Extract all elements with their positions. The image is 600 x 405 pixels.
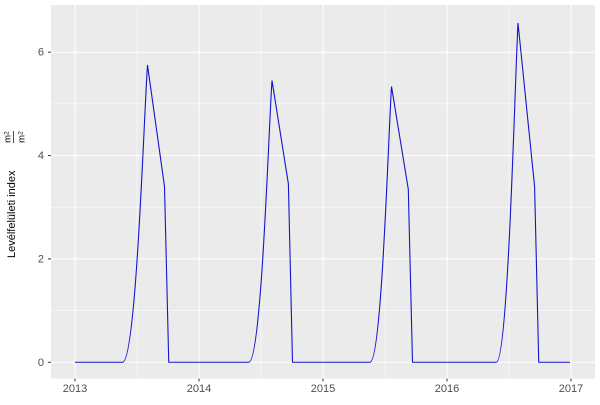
svg-text:m2: m2 xyxy=(17,131,28,143)
svg-text:Levélfelületi index: Levélfelületi index xyxy=(6,170,18,258)
svg-text:2013: 2013 xyxy=(63,383,87,395)
svg-text:6: 6 xyxy=(38,47,44,59)
svg-text:m2: m2 xyxy=(3,131,14,143)
svg-text:2017: 2017 xyxy=(559,383,583,395)
svg-text:0: 0 xyxy=(38,357,44,369)
svg-text:2014: 2014 xyxy=(187,383,211,395)
svg-text:4: 4 xyxy=(38,150,44,162)
svg-text:2015: 2015 xyxy=(311,383,335,395)
svg-text:2: 2 xyxy=(38,253,44,265)
svg-text:2016: 2016 xyxy=(435,383,459,395)
